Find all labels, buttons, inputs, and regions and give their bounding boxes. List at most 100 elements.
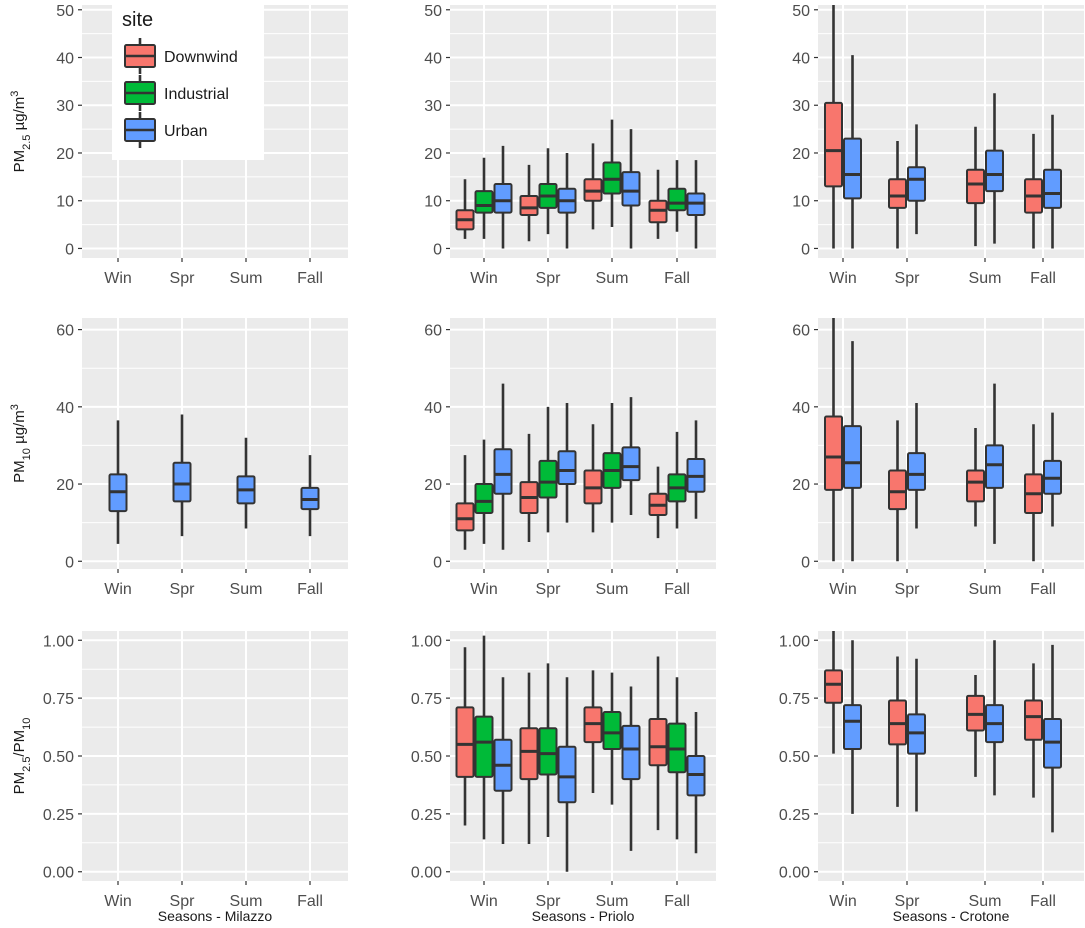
box-downwind-fall [648, 656, 668, 831]
panel-background [82, 318, 348, 569]
box-body [519, 727, 539, 781]
box-downwind-fall [648, 466, 668, 539]
box-body [824, 415, 843, 491]
x-tick-label: Sum [969, 581, 1002, 598]
box-urban-sum [621, 397, 641, 515]
box-downwind-spr [519, 672, 539, 844]
y-tick-label: 0 [801, 554, 810, 571]
box-urban-spr [907, 658, 926, 812]
box-urban-sum [985, 640, 1004, 796]
legend-item-industrial: Industrial [124, 75, 229, 111]
box-urban-sum [985, 383, 1004, 544]
y-tick-label: 40 [792, 51, 810, 68]
box-body [824, 669, 843, 704]
x-tick-label: Spr [170, 893, 196, 910]
box-downwind-sum [583, 670, 603, 794]
x-tick-label: Spr [536, 581, 562, 598]
x-tick-label: Spr [170, 581, 196, 598]
panel-pm25-crotone: 0 10 20 30 40 50 Win Spr Sum Fall [792, 3, 1084, 287]
ytitle-units: µg/m [11, 97, 28, 135]
box-body [843, 425, 862, 489]
box-downwind-fall [1024, 133, 1043, 249]
legend-label: Urban [164, 123, 208, 140]
box-urban-spr [907, 124, 926, 235]
y-tick-label: 0.25 [411, 807, 442, 824]
box-downwind-spr [888, 656, 907, 807]
box-body [843, 137, 862, 200]
y-tick-label: 40 [792, 400, 810, 417]
y-tick-label: 1.00 [411, 633, 442, 650]
box-urban-spr [907, 402, 926, 529]
x-tick-label: Spr [895, 893, 921, 910]
y-axis-title: PM2.5 µg/m3 [9, 91, 33, 173]
y-tick-label: 0 [433, 241, 442, 258]
x-tick-label: Fall [297, 893, 323, 910]
ytitle-units: µg/m [11, 410, 28, 448]
y-tick-label: 10 [424, 194, 442, 211]
x-tick-label: Spr [895, 581, 921, 598]
box-urban-spr [557, 152, 577, 249]
x-tick-label: Sum [230, 893, 263, 910]
box-urban-fall [1043, 644, 1062, 833]
y-tick-label: 0 [433, 554, 442, 571]
x-tick-label: Sum [230, 270, 263, 287]
box-body [474, 190, 494, 214]
y-tick-label: 60 [424, 323, 442, 340]
y-tick-label: 20 [56, 477, 74, 494]
box-downwind-sum [966, 126, 985, 247]
panel-pm25pm10-milazzo: 0.00 0.25 0.50 0.75 1.00 Win Spr Sum Fall [43, 631, 348, 910]
panel-pm25-priolo: 0 10 20 30 40 50 Win Spr Sum Fall [424, 3, 716, 287]
ytitle-subscript: 2.5 [21, 757, 33, 772]
y-axis-title: PM10 µg/m3 [9, 404, 33, 483]
box-urban-spr [557, 677, 577, 872]
x-tick-label: Win [104, 893, 132, 910]
box-body [966, 168, 985, 205]
x-axis-title-crotone: Seasons - Crotone [893, 908, 1010, 924]
box-downwind-spr [519, 433, 539, 542]
y-tick-label: 40 [424, 400, 442, 417]
y-tick-label: 40 [56, 400, 74, 417]
x-tick-label: Fall [1030, 581, 1056, 598]
box-industrial-sum [602, 119, 622, 227]
box-body [824, 101, 843, 188]
box-industrial-fall [667, 160, 687, 232]
x-tick-label: Sum [969, 893, 1002, 910]
box-urban-sum [985, 93, 1004, 244]
box-body [1024, 699, 1043, 741]
ytitle-main: PM [11, 150, 28, 173]
box-urban-fall [686, 712, 706, 854]
box-urban-spr [557, 402, 577, 523]
box-industrial-spr [538, 406, 558, 533]
y-tick-label: 60 [56, 323, 74, 340]
y-tick-label: 40 [56, 51, 74, 68]
x-tick-label: Fall [297, 581, 323, 598]
box-body [602, 711, 622, 751]
y-tick-label: 0 [65, 554, 74, 571]
ytitle-mid: /PM [11, 730, 28, 757]
box-urban-fall [1043, 114, 1062, 249]
y-tick-label: 0.25 [43, 807, 74, 824]
box-industrial-spr [538, 663, 558, 838]
y-tick-label: 0 [65, 241, 74, 258]
box-downwind-win [455, 179, 475, 239]
x-tick-label: Fall [1030, 270, 1056, 287]
box-downwind-sum [583, 143, 603, 230]
panel-background [450, 5, 716, 258]
box-body [1043, 168, 1062, 209]
box-downwind-fall [648, 169, 668, 239]
box-urban-sum [621, 129, 641, 249]
box-downwind-spr [888, 141, 907, 249]
box-downwind-win [824, 631, 843, 754]
box-body [667, 187, 687, 212]
box-urban-fall [686, 160, 706, 249]
box-urban-win [493, 383, 513, 550]
box-body [843, 704, 862, 751]
box-body [907, 452, 926, 491]
x-tick-label: Spr [895, 270, 921, 287]
box-body [888, 469, 907, 511]
y-tick-label: 0.00 [411, 865, 442, 882]
y-tick-label: 20 [792, 146, 810, 163]
x-tick-label: Spr [536, 270, 562, 287]
legend-item-urban: Urban [124, 112, 208, 148]
